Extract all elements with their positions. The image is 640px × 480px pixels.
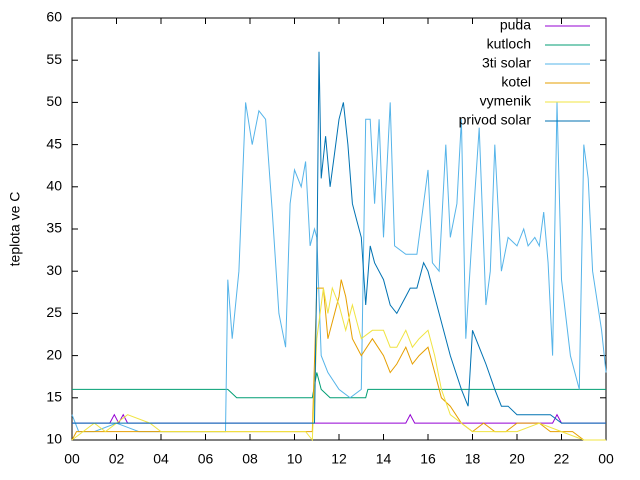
x-tick-label: 10	[287, 451, 303, 467]
y-tick-label: 50	[46, 93, 62, 109]
legend-label: kutloch	[487, 36, 531, 52]
y-tick-label: 35	[46, 220, 62, 236]
x-tick-label: 00	[64, 451, 80, 467]
legend-label: kotel	[501, 74, 531, 90]
x-tick-label: 14	[376, 451, 392, 467]
x-tick-label: 12	[331, 451, 347, 467]
y-tick-label: 25	[46, 304, 62, 320]
y-tick-label: 45	[46, 135, 62, 151]
y-tick-label: 20	[46, 346, 62, 362]
x-tick-label: 08	[242, 451, 258, 467]
series-line	[71, 286, 606, 442]
x-tick-label: 06	[198, 451, 214, 467]
x-tick-label: 18	[465, 451, 481, 467]
x-tick-label: 22	[554, 451, 570, 467]
x-tick-label: 00	[598, 451, 614, 467]
x-tick-label: 20	[509, 451, 525, 467]
legend-label: 3ti solar	[482, 55, 531, 71]
x-tick-label: 16	[420, 451, 436, 467]
series-line	[72, 372, 606, 399]
series-line	[71, 279, 606, 441]
legend-label: privod solar	[459, 112, 532, 128]
series-line	[72, 413, 606, 425]
series-line	[72, 51, 606, 424]
legend-label: vymenik	[480, 93, 532, 109]
legend-label: puda	[500, 17, 531, 33]
x-tick-label: 02	[109, 451, 125, 467]
series-line	[71, 102, 607, 433]
y-tick-label: 10	[46, 431, 62, 447]
y-tick-label: 30	[46, 262, 62, 278]
y-tick-label: 55	[46, 51, 62, 67]
y-axis-label: teplota ve C	[7, 192, 23, 267]
x-tick-label: 04	[153, 451, 169, 467]
y-tick-label: 60	[46, 9, 62, 25]
y-tick-label: 40	[46, 178, 62, 194]
y-tick-label: 15	[46, 389, 62, 405]
